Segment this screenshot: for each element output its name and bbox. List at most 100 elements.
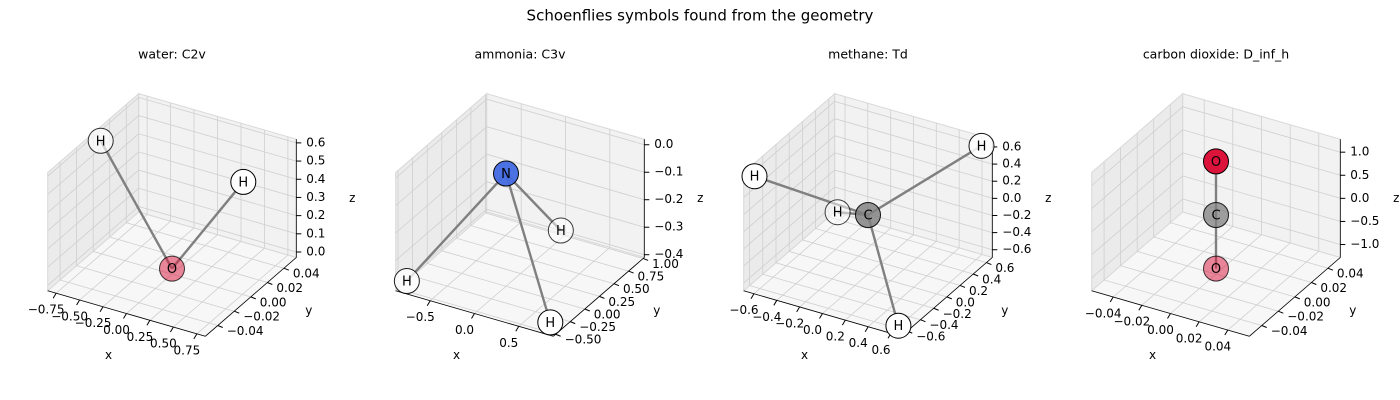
z-tick-label: −0.5 <box>1350 214 1379 228</box>
y-tick-label: 0.04 <box>1337 267 1364 281</box>
grid-line <box>1169 104 1329 269</box>
x-tick-label: −0.6 <box>729 303 758 317</box>
tick-mark <box>426 300 431 306</box>
tick-mark <box>1167 313 1171 319</box>
panel-title: carbon dioxide: D_inf_h <box>1143 47 1289 62</box>
grid-line <box>173 130 265 328</box>
tick-mark <box>515 326 520 332</box>
tick-mark <box>841 319 846 326</box>
atom-label: H <box>545 316 555 331</box>
y-tick-label: −0.50 <box>565 333 602 347</box>
grid-line <box>196 136 289 335</box>
x-tick-label: −0.75 <box>28 303 65 317</box>
bond <box>866 214 900 327</box>
grid-line <box>815 110 974 275</box>
x-axis <box>47 290 206 337</box>
atom-label: H <box>977 139 987 154</box>
tick-mark <box>99 306 104 312</box>
grid-line <box>799 109 892 308</box>
y-tick-label: −0.02 <box>243 310 280 324</box>
tick-mark <box>283 267 290 271</box>
atom: C <box>1203 202 1229 228</box>
grid-line <box>485 94 644 259</box>
grid-line <box>1227 133 1320 331</box>
grid-line <box>743 118 993 198</box>
atom-label: C <box>1211 209 1220 224</box>
atom-label: H <box>556 224 566 239</box>
grid-line <box>92 133 251 298</box>
x-tick-label: −0.50 <box>51 309 88 323</box>
z-tick-label: 0.0 <box>654 137 673 151</box>
grid-line <box>47 169 297 250</box>
atom-marker <box>537 309 564 336</box>
y-axis <box>901 257 993 337</box>
x-tick-label: 0.02 <box>1176 331 1203 345</box>
atom: O <box>159 255 185 282</box>
y-tick-label: 1.00 <box>652 257 679 271</box>
grid-line <box>47 187 297 268</box>
z-tick-label: 0.2 <box>306 208 325 222</box>
tick-mark <box>584 308 590 312</box>
grid-line <box>743 169 993 250</box>
tick-mark <box>471 313 475 319</box>
tick-mark <box>52 292 57 299</box>
grid-line <box>1091 175 1341 256</box>
z-tick-label: −0.4 <box>1002 225 1031 239</box>
grid-line <box>518 129 611 327</box>
grid-line <box>76 147 235 312</box>
tick-mark <box>750 293 755 299</box>
z-tick-label: 0.6 <box>1002 139 1021 153</box>
z-tick-label: 0.0 <box>306 244 325 258</box>
atom-label: H <box>96 134 106 149</box>
z-tick-label: 0.1 <box>306 226 325 240</box>
x-tick-label: 0.00 <box>103 323 130 337</box>
atom: H <box>393 268 420 295</box>
x-tick-label: 0.5 <box>499 336 518 350</box>
grid-line <box>1120 147 1279 312</box>
x-axis <box>395 290 554 337</box>
grid-line <box>743 135 993 215</box>
tick-mark <box>193 333 198 340</box>
x-axis <box>743 290 902 337</box>
y-tick-label: 0.25 <box>608 295 635 309</box>
tick-mark <box>819 313 823 319</box>
x-tick-label: −0.04 <box>1085 306 1122 320</box>
atom-marker <box>741 163 768 190</box>
y-tick-label: 0.6 <box>995 261 1014 275</box>
z-tick-label: −0.1 <box>654 165 683 179</box>
z-tick-label: −0.3 <box>654 220 683 234</box>
tick-mark <box>555 333 561 337</box>
panel-title: water: C2v <box>138 47 206 62</box>
y-tick-label: −0.6 <box>916 330 945 344</box>
x-tick-label: 0.2 <box>826 330 845 344</box>
tick-mark <box>234 310 240 314</box>
y-tick-label: 0.4 <box>982 273 1001 287</box>
grid-line <box>867 129 960 328</box>
tick-mark <box>76 299 81 306</box>
z-tick-label: 0.5 <box>1350 168 1369 182</box>
atom-marker <box>393 268 420 295</box>
grid-line <box>822 116 914 314</box>
z-tick-label: 0.4 <box>1002 157 1021 171</box>
y-tick-label: 0.02 <box>1320 281 1347 295</box>
atom: H <box>885 312 912 339</box>
grid-line <box>395 98 645 179</box>
z-tick-label: 0.4 <box>306 172 325 186</box>
x-tick-label: 0.00 <box>1147 323 1174 337</box>
atom: H <box>968 132 995 159</box>
bond <box>867 144 983 217</box>
atom-marker <box>159 255 185 282</box>
atom: H <box>537 309 564 336</box>
grid-line <box>1141 108 1234 306</box>
y-axis-label: y <box>653 303 660 317</box>
atom: H <box>741 163 768 190</box>
grid-line <box>59 161 218 326</box>
x-tick-label: 0.0 <box>803 323 822 337</box>
y-tick-label: 0.2 <box>969 284 988 298</box>
y-axis-label: y <box>1349 303 1356 317</box>
atom-marker <box>824 199 851 226</box>
grid-line <box>47 115 297 195</box>
z-axis-label: z <box>349 191 355 205</box>
tick-mark <box>959 284 966 288</box>
